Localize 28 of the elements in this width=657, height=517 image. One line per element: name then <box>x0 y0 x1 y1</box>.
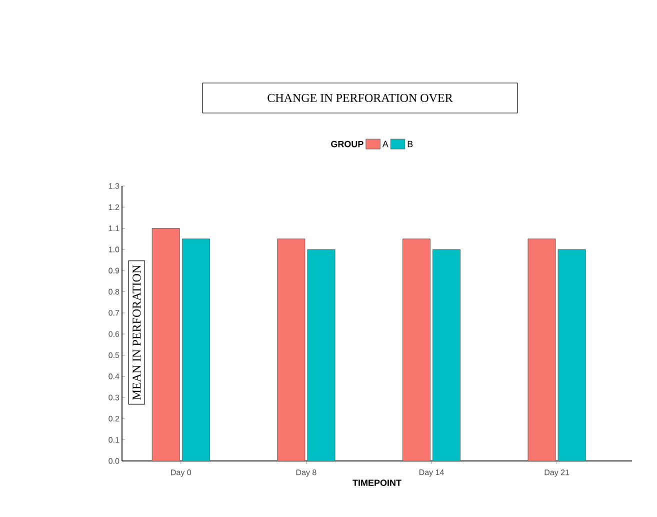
chart-title: CHANGE IN PERFORATION OVER <box>268 94 453 102</box>
bar <box>432 249 461 461</box>
x-tick-label: Day 0 <box>171 470 192 477</box>
y-tick-label: 0.0 <box>108 458 120 464</box>
y-tick-label: 1.2 <box>108 204 120 210</box>
y-axis-title: MEAN IN PERFORATION <box>132 265 141 400</box>
y-tick-label: 1.3 <box>108 183 120 189</box>
y-tick-label: 0.8 <box>108 288 120 295</box>
bar <box>182 238 210 461</box>
legend-label: B <box>408 140 413 148</box>
x-tick-label: Day 14 <box>419 470 444 477</box>
x-tick-label: Day 21 <box>544 470 570 477</box>
y-tick-label: 0.5 <box>108 352 120 358</box>
y-tick-label: 1.0 <box>108 246 120 252</box>
y-tick-label: 1.1 <box>108 226 120 232</box>
y-tick-label: 0.7 <box>108 310 120 316</box>
y-tick-label: 0.9 <box>108 268 120 274</box>
legend-label: A <box>382 140 388 148</box>
y-tick-label: 0.2 <box>108 416 120 422</box>
bar <box>152 228 180 461</box>
legend-title: GROUP <box>331 140 364 148</box>
y-tick-label: 0.3 <box>108 394 120 400</box>
y-tick-label: 0.1 <box>108 437 120 443</box>
x-axis-title: TIMEPOINT <box>352 480 402 486</box>
y-tick-label: 0.6 <box>108 331 120 337</box>
y-tick-label: 0.4 <box>108 374 120 380</box>
bar <box>402 238 431 461</box>
x-tick-label: Day 8 <box>296 470 316 477</box>
